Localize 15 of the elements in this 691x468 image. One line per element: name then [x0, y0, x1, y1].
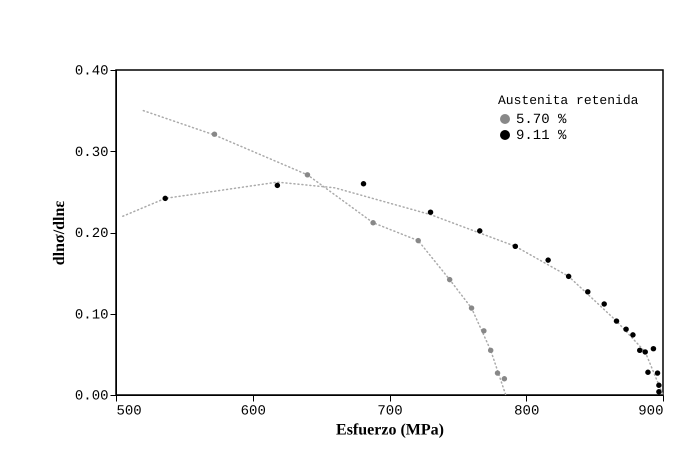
y-tick-label: 0.20: [74, 226, 108, 242]
y-tick-label: 0.00: [74, 388, 108, 404]
x-tick-label: 800: [514, 404, 540, 420]
x-tick-label: 700: [377, 404, 403, 420]
legend-label: 5.70 %: [516, 112, 568, 128]
y-axis-title: dlnσ/dlnε: [50, 200, 68, 266]
x-tick-label: 900: [638, 404, 664, 420]
legend-label: 9.11 %: [516, 128, 568, 144]
y-tick-label: 0.30: [74, 144, 108, 161]
x-tick-label: 500: [116, 404, 142, 420]
y-tick-label: 0.40: [74, 64, 108, 80]
y-tick-label: 0.10: [74, 307, 108, 324]
x-axis-title: Esfuerzo (MPa): [336, 422, 444, 438]
legend-title: Austenita retenida: [498, 93, 639, 108]
x-tick-label: 600: [240, 404, 266, 420]
